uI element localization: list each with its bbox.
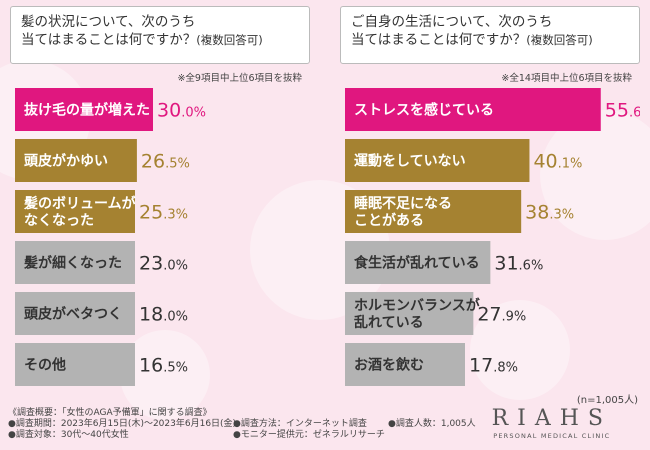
left-bar: [15, 292, 135, 335]
left-bar-label: 抜け毛の量が増えた: [24, 102, 150, 119]
footer-line: ●モニター提供元：ゼネラルリサーチ: [233, 430, 385, 440]
right-question-line1: ご自身の生活について、次のうち: [351, 14, 553, 30]
footer-line: ●調査対象：30代～40代女性: [8, 430, 129, 440]
right-bar: [345, 292, 474, 335]
right-bar-label: 乱れている: [354, 314, 424, 331]
bokeh-decoration: [470, 300, 570, 400]
right-question-box: ご自身の生活について、次のうち 当てはまることは何ですか？(複数回答可): [340, 6, 640, 64]
left-question-box: 髪の状況について、次のうち 当てはまることは何ですか？(複数回答可): [10, 6, 310, 64]
right-value-label: 40.1%: [533, 151, 582, 173]
logo-subtitle: PERSONAL MEDICAL CLINIC: [493, 432, 611, 440]
left-chart-panel: 髪の状況について、次のうち 当てはまることは何ですか？(複数回答可) ※全9項目…: [10, 6, 310, 396]
left-bar-label: 頭皮がかゆい: [24, 153, 108, 170]
right-value-label: 38.3%: [525, 202, 574, 224]
left-value-label: 25.3%: [139, 202, 188, 224]
right-bar: [345, 343, 465, 386]
left-bar-label: 髪のボリュームが: [23, 195, 137, 212]
logo-wordmark: RIAHS: [491, 406, 612, 431]
right-note: ※全14項目中上位6項目を抜粋: [501, 73, 632, 84]
right-bar-label: 運動をしていない: [354, 153, 466, 170]
left-value-label: 30.0%: [157, 100, 206, 122]
right-bar-label: ホルモンバランスが: [354, 297, 481, 314]
right-bar-label: ことがある: [354, 212, 424, 229]
left-bar: [15, 343, 135, 386]
right-bar-label: 食生活が乱れている: [354, 255, 480, 272]
left-bar: [15, 190, 135, 233]
right-chart-panel: ご自身の生活について、次のうち 当てはまることは何ですか？(複数回答可) ※全1…: [340, 6, 640, 396]
right-bar-label: ストレスを感じている: [354, 102, 494, 119]
left-bar: [15, 241, 135, 284]
left-bar-label: その他: [24, 357, 66, 374]
right-bar: [345, 139, 530, 182]
respondent-count: (n=1,005人): [576, 395, 638, 406]
left-bar-label: なくなった: [24, 213, 94, 229]
left-value-label: 18.0%: [139, 304, 188, 326]
right-question-line2: 当てはまることは何ですか？: [351, 32, 527, 48]
footer-line: ●調査方法：インターネット調査: [233, 419, 367, 429]
right-value-label: 55.6%: [605, 100, 640, 122]
right-question-suffix: (複数回答可): [526, 33, 593, 47]
bokeh-decoration: [540, 110, 650, 240]
right-bar: [345, 241, 491, 284]
left-question-line2: 当てはまることは何ですか？: [21, 32, 197, 48]
left-bar: [15, 88, 153, 131]
clinic-logo: RIAHS PERSONAL MEDICAL CLINIC: [492, 406, 612, 440]
right-bar: [345, 88, 601, 131]
right-bar-label: お酒を飲む: [354, 357, 424, 374]
left-value-label: 26.5%: [141, 151, 190, 173]
right-value-label: 17.8%: [469, 355, 518, 377]
left-bar-label: 頭皮がベタつく: [24, 306, 122, 323]
left-value-label: 23.0%: [139, 253, 188, 275]
footer-line: ●調査期間：2023年6月15日(木)～2023年6月16日(金): [8, 419, 237, 429]
left-question-line1: 髪の状況について、次のうち: [21, 14, 196, 30]
right-value-label: 31.6%: [494, 253, 543, 275]
left-question-suffix: (複数回答可): [196, 33, 263, 47]
left-bar-label: 髪が細くなった: [23, 255, 122, 272]
right-bar-chart: ストレスを感じている 55.6% 運動をしていない 40.1% 睡眠不足になることがある…: [345, 88, 640, 386]
left-bar: [15, 139, 137, 182]
footer-line: 《調査概要：「女性のAGA予備軍」に関する調査》: [8, 408, 212, 418]
left-note: ※全9項目中上位6項目を抜粋: [177, 73, 302, 84]
right-value-label: 27.9%: [477, 304, 526, 326]
right-bar-label: 睡眠不足になる: [354, 196, 452, 212]
right-bar: [345, 190, 522, 233]
footer-line: ●調査人数：1,005人: [388, 419, 476, 429]
left-value-label: 16.5%: [139, 355, 188, 377]
